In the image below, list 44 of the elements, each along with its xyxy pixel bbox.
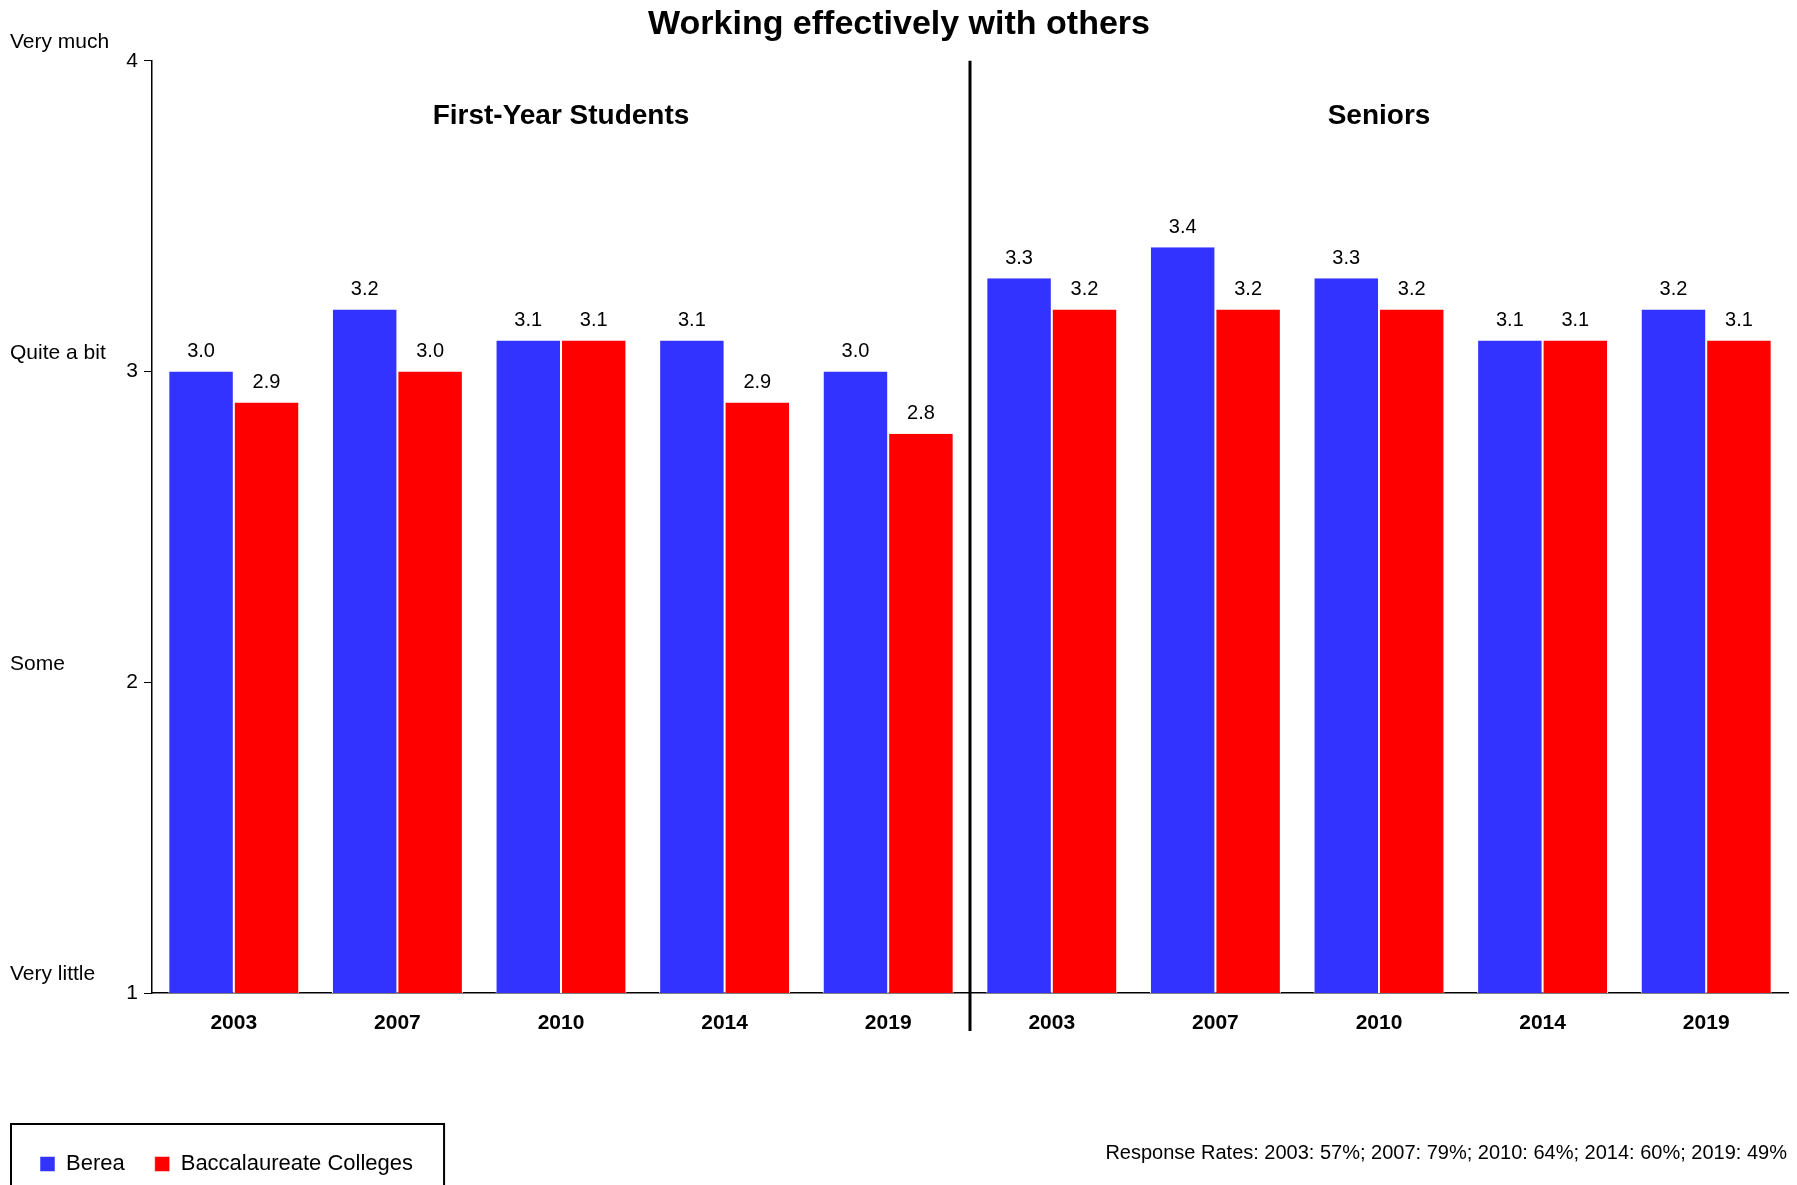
x-tick-label: 2014 — [1519, 1010, 1567, 1034]
data-label: 3.1 — [514, 307, 543, 330]
data-label: 3.3 — [1332, 245, 1361, 268]
y-tick-label: 1 — [126, 979, 138, 1003]
text: Very little — [10, 961, 96, 985]
x-tick-label: 2007 — [1192, 1010, 1239, 1034]
x-tick-label: 2019 — [1682, 1010, 1730, 1034]
y-tick-label: 3 — [126, 358, 138, 382]
x-tick-label: 2003 — [210, 1010, 258, 1034]
x-tick-label: 2007 — [374, 1010, 421, 1034]
data-label: 3.0 — [416, 339, 445, 362]
data-label: 3.2 — [1397, 276, 1426, 299]
data-label: 3.2 — [1234, 276, 1263, 299]
data-label: 3.2 — [1070, 276, 1099, 299]
data-label: 3.1 — [1561, 307, 1590, 330]
annotation: Seniors — [1327, 98, 1431, 130]
x-tick-label: 2003 — [1028, 1010, 1076, 1034]
data-label: 3.1 — [1725, 307, 1753, 330]
data-label: 3.3 — [1005, 245, 1033, 268]
y-tick-label: 2 — [126, 669, 138, 693]
text: Response Rates: 2003: 57%; 2007: 79%; 2010: 64%; 2014: 60%; 2019: 49% — [1105, 1140, 1788, 1163]
text: Quite a bit — [10, 339, 106, 363]
data-label: 3.1 — [1495, 307, 1524, 330]
data-label: 3.2 — [1659, 276, 1688, 299]
x-tick-label: 2014 — [701, 1010, 749, 1034]
x-tick-label: 2010 — [1355, 1010, 1403, 1034]
chart-title: Working effectively with others — [648, 2, 1150, 41]
y-tick-label: 4 — [126, 47, 139, 71]
data-label: 3.1 — [579, 307, 608, 330]
data-label: 3.1 — [677, 307, 706, 330]
x-tick-label: 2010 — [537, 1010, 585, 1034]
data-label: 3.0 — [841, 339, 870, 362]
legend-label: Berea — [66, 1150, 126, 1176]
legend-label: Baccalaureate Colleges — [180, 1150, 414, 1176]
data-label: 3.0 — [187, 339, 215, 362]
data-label: 2.8 — [907, 401, 935, 424]
text: Very much — [10, 29, 110, 53]
data-label: 3.4 — [1168, 214, 1197, 237]
x-tick-label: 2019 — [864, 1010, 912, 1034]
data-label: 2.9 — [252, 370, 281, 393]
text: Some — [10, 650, 65, 674]
annotation: First-Year Students — [432, 98, 690, 130]
data-label: 3.2 — [350, 276, 379, 299]
data-label: 2.9 — [743, 370, 772, 393]
